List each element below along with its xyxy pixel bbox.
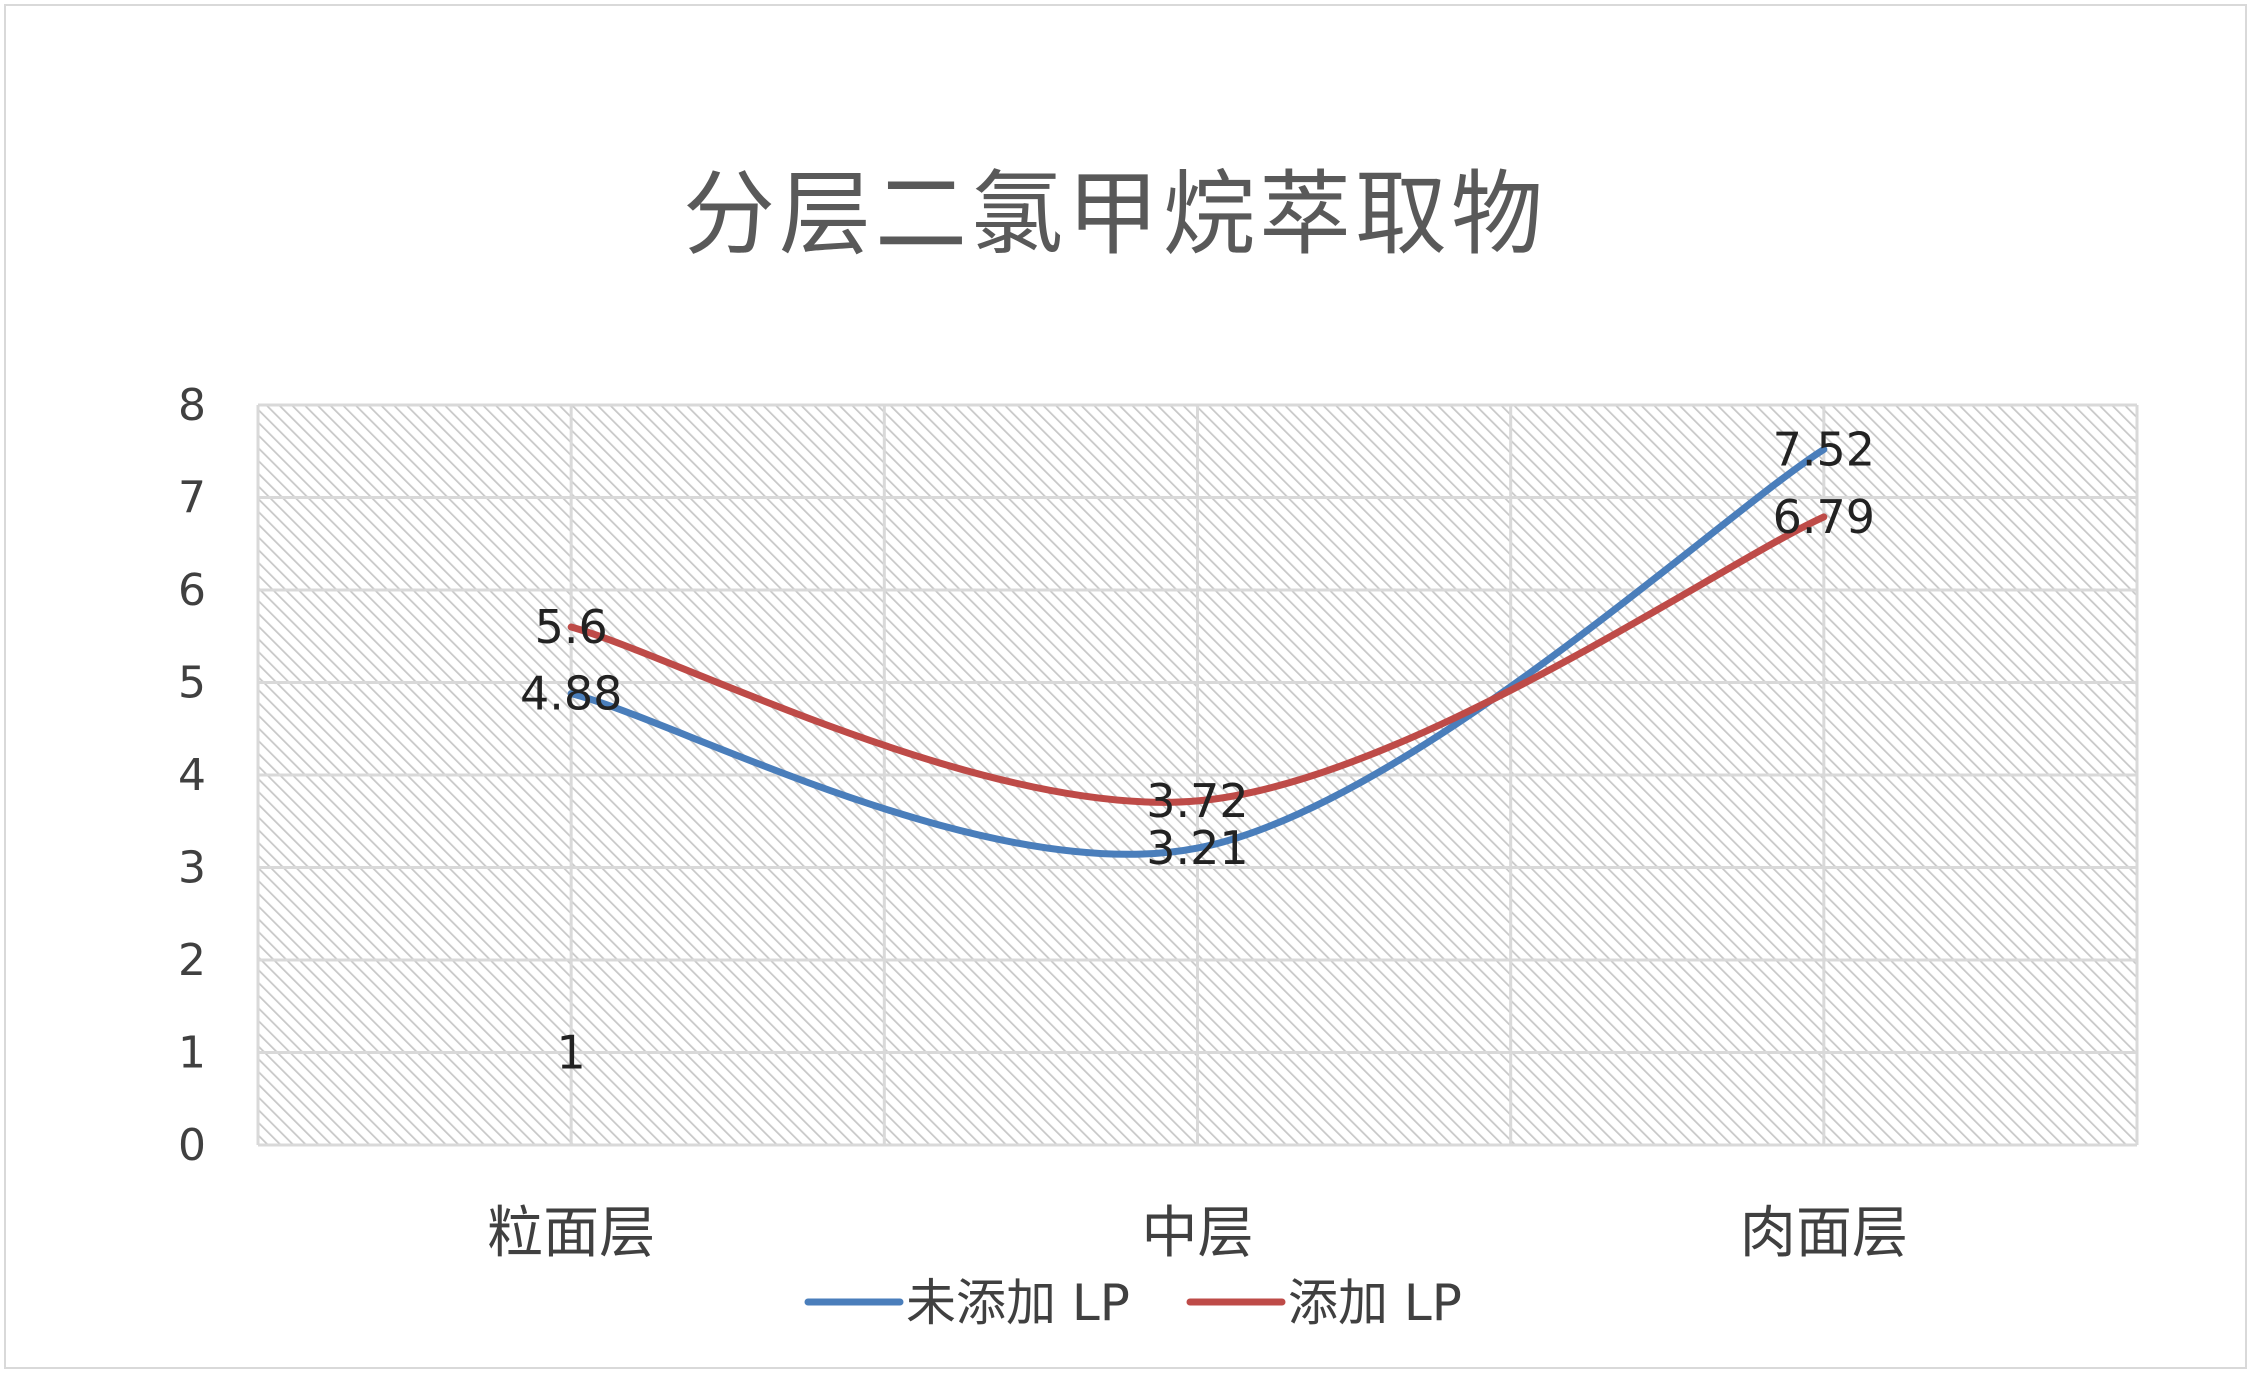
y-tick-label: 4	[178, 750, 206, 801]
data-label: 1	[557, 1026, 586, 1080]
x-tick-label: 粒面层	[487, 1201, 655, 1266]
y-tick-label: 8	[178, 380, 206, 431]
data-label: 3.21	[1146, 821, 1248, 875]
legend-label: 未添加 LP	[906, 1274, 1130, 1332]
data-label: 3.72	[1146, 774, 1248, 828]
series-line	[567, 445, 1828, 858]
x-tick-label: 肉面层	[1740, 1201, 1908, 1266]
legend-label: 添加 LP	[1288, 1274, 1462, 1332]
x-tick-label: 中层	[1142, 1201, 1254, 1266]
data-label: 4.88	[520, 667, 622, 721]
series-line	[567, 513, 1828, 806]
y-tick-label: 5	[178, 658, 206, 709]
y-tick-label: 0	[178, 1120, 206, 1171]
y-tick-label: 1	[178, 1028, 206, 1079]
y-tick-label: 2	[178, 935, 206, 986]
y-tick-label: 7	[178, 473, 206, 524]
data-label: 6.79	[1773, 490, 1875, 544]
data-label: 7.52	[1773, 422, 1875, 476]
chart-title: 分层二氯甲烷萃取物	[682, 161, 1547, 268]
y-tick-label: 6	[178, 565, 206, 616]
data-label: 5.6	[535, 600, 608, 654]
y-tick-label: 3	[178, 843, 206, 894]
